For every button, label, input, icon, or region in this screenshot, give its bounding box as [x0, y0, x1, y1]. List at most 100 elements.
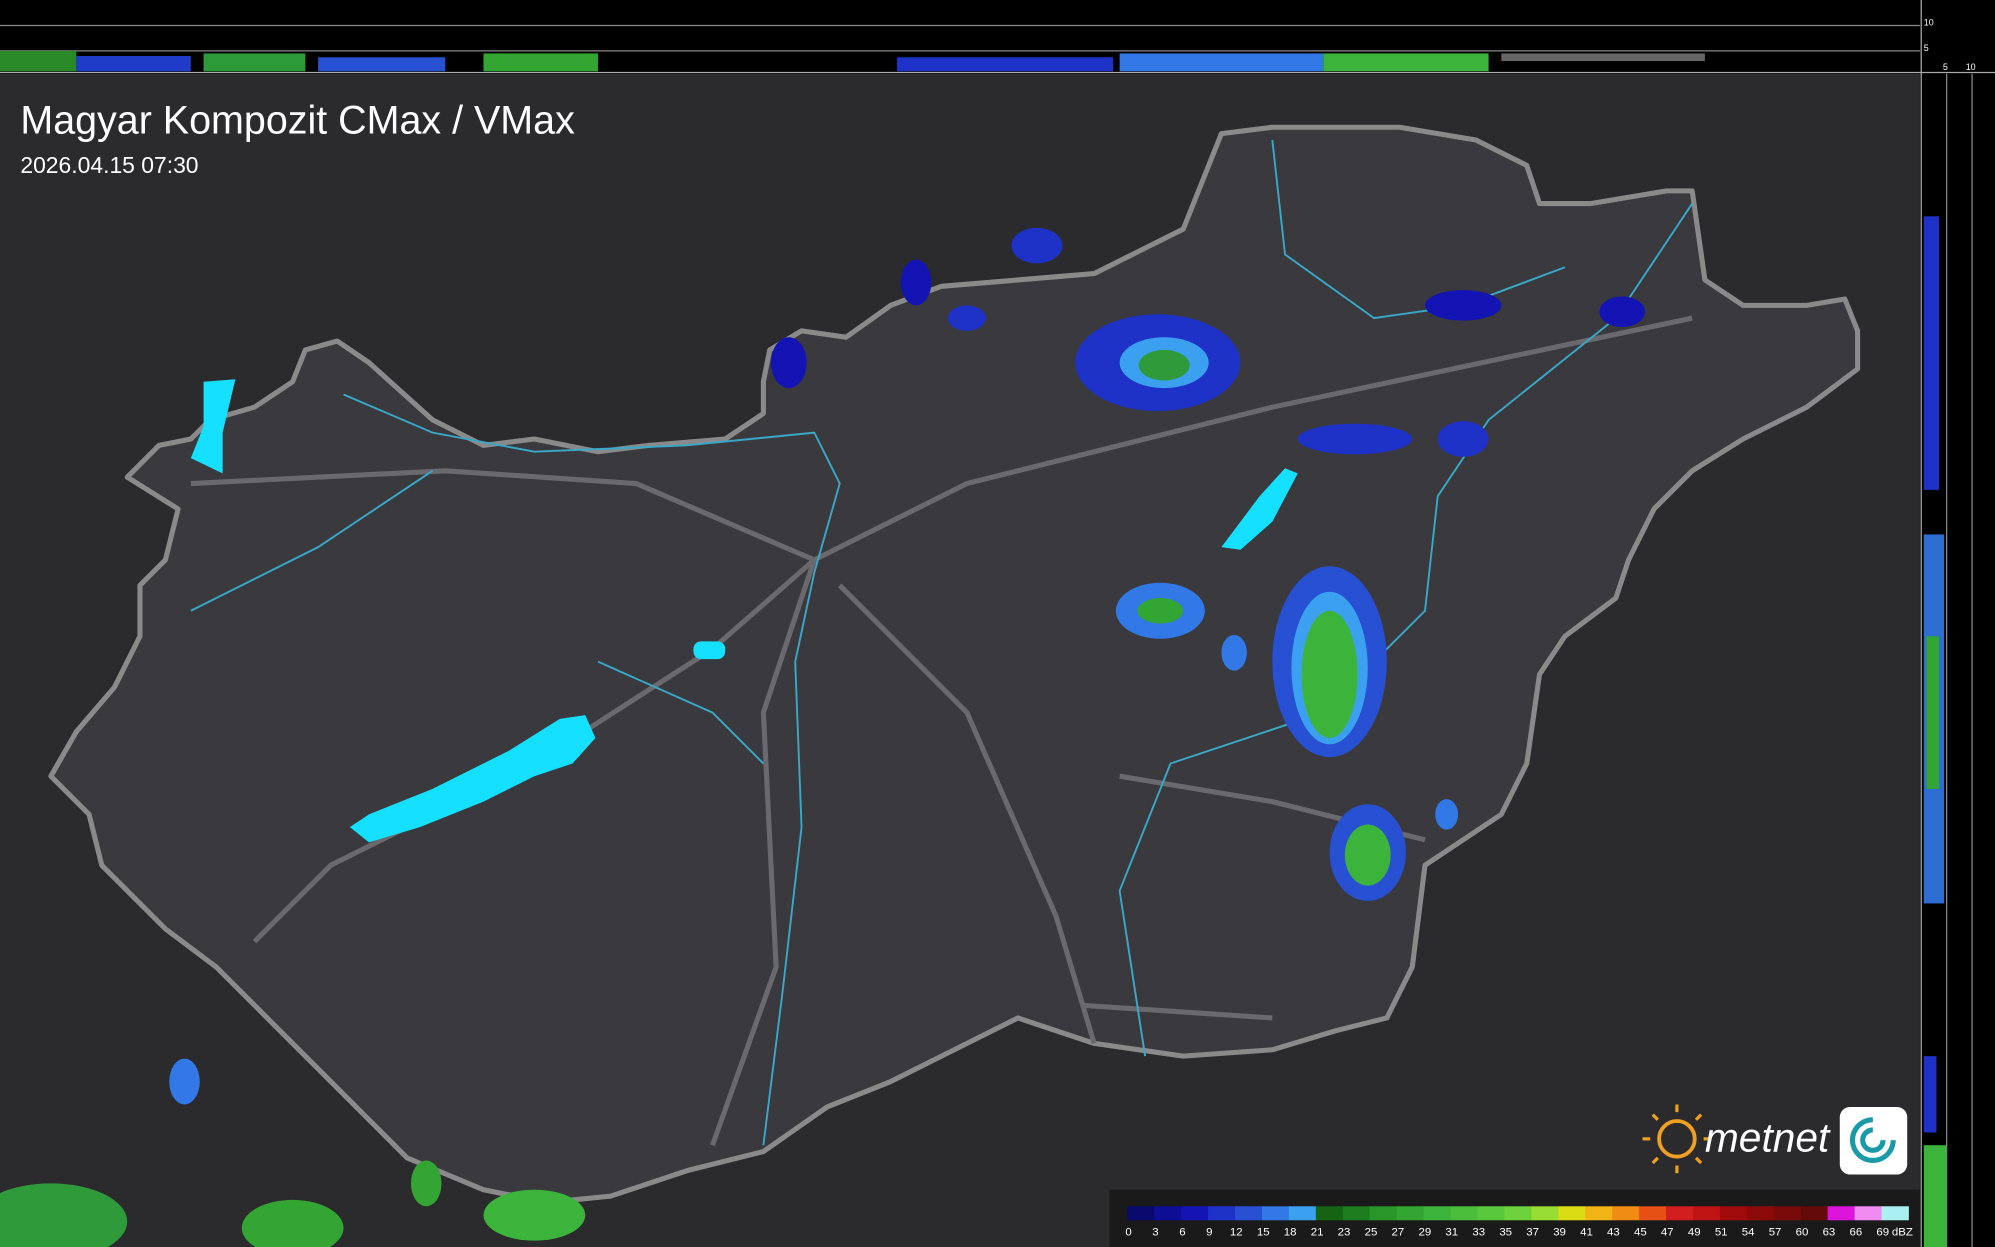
legend-tick: 43	[1607, 1227, 1620, 1239]
echo	[1297, 423, 1413, 455]
echo	[410, 1160, 442, 1207]
echo	[900, 259, 932, 306]
legend-tick: 12	[1230, 1227, 1243, 1239]
country-area	[48, 124, 1861, 1206]
legend-swatch	[1827, 1206, 1855, 1221]
echo	[1221, 634, 1247, 671]
legend-swatch	[1315, 1206, 1344, 1221]
legend-tick: 27	[1392, 1227, 1405, 1239]
echo	[483, 1189, 586, 1241]
legend-tick: 25	[1365, 1227, 1378, 1239]
echo	[203, 53, 306, 72]
legend-swatch	[1127, 1206, 1155, 1221]
echo	[0, 1183, 128, 1247]
legend-swatch	[1208, 1206, 1236, 1221]
echo	[896, 57, 1114, 72]
legend-tick: 41	[1580, 1227, 1593, 1239]
legend-tick: 66	[1850, 1227, 1863, 1239]
legend-tick: 29	[1419, 1227, 1432, 1239]
logo-swirl	[1849, 1117, 1896, 1163]
echo	[76, 55, 191, 72]
legend-swatch	[1423, 1206, 1451, 1221]
legend-tick: 51	[1715, 1227, 1728, 1239]
legend-swatch	[1181, 1206, 1209, 1221]
echo	[1119, 53, 1324, 72]
road	[710, 559, 817, 1147]
legend-tick: 9	[1206, 1227, 1212, 1239]
echo	[1923, 1145, 1947, 1247]
rivers	[190, 139, 1693, 1146]
legend-swatch	[1154, 1206, 1182, 1221]
echo	[1425, 290, 1502, 321]
echo	[1501, 53, 1705, 62]
logo-sun	[1657, 1119, 1697, 1159]
legend-swatch	[1585, 1206, 1613, 1221]
echo	[1011, 227, 1063, 264]
legend-tick: 60	[1796, 1227, 1809, 1239]
legend-swatch	[1800, 1206, 1829, 1221]
scale-label: 10	[1924, 17, 1934, 27]
legend-swatch	[1881, 1206, 1909, 1221]
legend-swatch	[1261, 1206, 1290, 1221]
echo	[483, 53, 598, 72]
legend-swatch	[1235, 1206, 1263, 1221]
echo	[1138, 349, 1190, 381]
legend-tick: 63	[1823, 1227, 1836, 1239]
road	[837, 583, 1097, 1045]
logo-text: metnet	[1705, 1115, 1831, 1161]
legend-swatch	[1477, 1206, 1505, 1221]
legend-tick: 45	[1634, 1227, 1647, 1239]
radar-echoes	[0, 227, 1646, 1247]
legend-tick: 54	[1742, 1227, 1755, 1239]
legend-tick: 33	[1472, 1227, 1485, 1239]
echo	[1323, 53, 1489, 72]
legend-swatch	[1369, 1206, 1398, 1221]
legend-tick: 15	[1257, 1227, 1270, 1239]
legend-swatch	[1531, 1206, 1559, 1221]
river	[190, 470, 434, 612]
echo	[1599, 296, 1646, 328]
legend-swatch	[1450, 1206, 1478, 1221]
legend-tick: 0	[1125, 1227, 1131, 1239]
legend-swatch	[1288, 1206, 1317, 1221]
legend-tick: 47	[1661, 1227, 1674, 1239]
echo	[1926, 636, 1940, 789]
echo	[1344, 824, 1391, 886]
echo	[0, 50, 77, 72]
top-profile	[0, 24, 1995, 74]
river	[1118, 203, 1693, 1057]
logo-mark	[1839, 1107, 1908, 1175]
echo	[241, 1199, 344, 1247]
echo	[771, 337, 807, 389]
river	[343, 393, 841, 1146]
scale-label: 10	[1966, 62, 1976, 72]
echo	[1923, 1056, 1937, 1133]
lake	[349, 715, 596, 843]
legend-swatch	[1342, 1206, 1371, 1221]
lake	[1221, 468, 1298, 550]
echo	[318, 57, 446, 72]
legend-swatch	[1666, 1206, 1694, 1221]
scale-label: 5	[1924, 43, 1929, 53]
echo	[1435, 799, 1459, 830]
echo	[1137, 598, 1184, 624]
road	[1081, 1002, 1273, 1021]
echo	[169, 1058, 200, 1105]
legend-swatch	[1396, 1206, 1424, 1221]
legend-swatch	[1854, 1206, 1882, 1221]
map-title: Magyar Kompozit CMax / VMax	[20, 99, 575, 143]
logo-rays	[1642, 1104, 1712, 1174]
legend: 0 3 6 9 12 15 18 21 23 25 27 29 31 33 35 37 39 41 43 45 47 49…	[1109, 1189, 1920, 1247]
legend-swatch	[1719, 1206, 1748, 1221]
legend-tick: 49	[1688, 1227, 1701, 1239]
lake	[190, 379, 236, 474]
legend-tick: 18	[1284, 1227, 1297, 1239]
legend-swatch	[1773, 1206, 1802, 1221]
legend-unit: dBZ	[1892, 1227, 1913, 1239]
legend-swatch	[1746, 1206, 1775, 1221]
legend-tick: 35	[1499, 1227, 1512, 1239]
timestamp: 2026.04.15 07:30	[20, 152, 198, 178]
legend-tick: 6	[1179, 1227, 1185, 1239]
